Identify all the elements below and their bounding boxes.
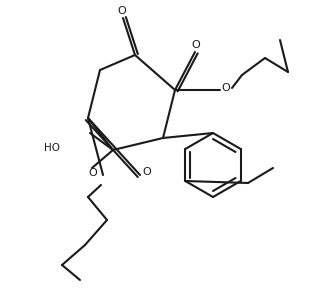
Text: O: O (88, 168, 97, 178)
Text: O: O (192, 40, 200, 50)
Text: O: O (222, 83, 230, 93)
Text: O: O (143, 167, 151, 177)
Text: O: O (118, 6, 126, 16)
Text: HO: HO (44, 143, 60, 153)
